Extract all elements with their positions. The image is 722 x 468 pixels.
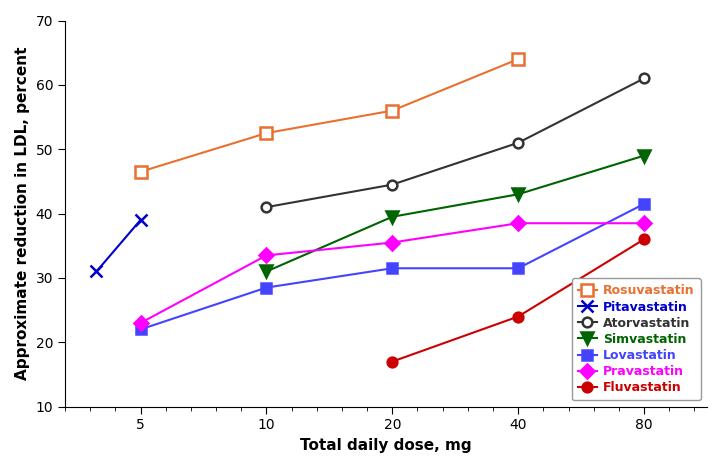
Line: Rosuvastatin: Rosuvastatin: [135, 53, 523, 177]
Rosuvastatin: [262, 130, 271, 136]
Fluvastatin: [388, 359, 396, 365]
Atorvastatin: [388, 182, 396, 187]
Pitavastatin: [92, 269, 101, 274]
Atorvastatin: [262, 205, 271, 210]
Y-axis label: Approximate reduction in LDL, percent: Approximate reduction in LDL, percent: [15, 47, 30, 380]
Simvastatin: [388, 214, 396, 219]
Line: Pitavastatin: Pitavastatin: [90, 214, 147, 278]
Line: Pravastatin: Pravastatin: [136, 219, 649, 328]
Rosuvastatin: [388, 108, 396, 113]
Lovastatin: [640, 201, 648, 207]
Line: Lovastatin: Lovastatin: [136, 199, 649, 334]
Pitavastatin: [136, 217, 145, 223]
Lovastatin: [136, 327, 145, 332]
Line: Fluvastatin: Fluvastatin: [388, 234, 649, 366]
Fluvastatin: [514, 314, 523, 319]
Pravastatin: [388, 240, 396, 245]
Simvastatin: [640, 153, 648, 159]
Rosuvastatin: [136, 169, 145, 175]
Pravastatin: [640, 220, 648, 226]
X-axis label: Total daily dose, mg: Total daily dose, mg: [300, 438, 471, 453]
Lovastatin: [262, 285, 271, 290]
Rosuvastatin: [514, 56, 523, 62]
Simvastatin: [262, 269, 271, 274]
Simvastatin: [514, 191, 523, 197]
Lovastatin: [388, 265, 396, 271]
Atorvastatin: [514, 140, 523, 146]
Atorvastatin: [640, 76, 648, 81]
Pravastatin: [514, 220, 523, 226]
Line: Atorvastatin: Atorvastatin: [261, 73, 649, 212]
Legend: Rosuvastatin, Pitavastatin, Atorvastatin, Simvastatin, Lovastatin, Pravastatin, : Rosuvastatin, Pitavastatin, Atorvastatin…: [572, 278, 701, 401]
Fluvastatin: [640, 236, 648, 242]
Pravastatin: [136, 320, 145, 326]
Pravastatin: [262, 253, 271, 258]
Line: Simvastatin: Simvastatin: [261, 150, 650, 277]
Lovastatin: [514, 265, 523, 271]
